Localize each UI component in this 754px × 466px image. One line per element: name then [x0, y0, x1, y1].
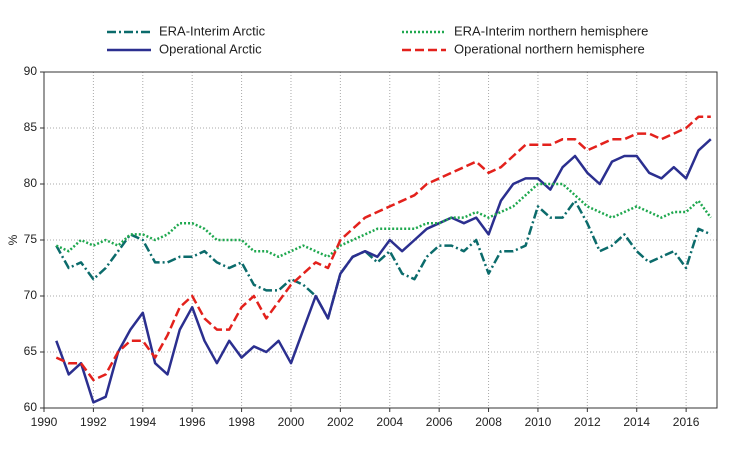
series-line: [55, 138, 712, 404]
y-tick-label: 85: [24, 120, 38, 134]
x-tick-label: 1990: [31, 415, 58, 429]
x-tick-label: 2012: [574, 415, 601, 429]
legend-label: ERA-Interim northern hemisphere: [454, 23, 648, 38]
y-tick-label: 60: [24, 400, 38, 414]
ticks: 60 65 70 75 80 85 90 1990 1992 1994 1996 1998 2000 20…: [24, 64, 700, 429]
grid: [43, 71, 717, 409]
x-tick-label: 2008: [475, 415, 502, 429]
x-tick-label: 2010: [525, 415, 552, 429]
x-tick-label: 1994: [129, 415, 156, 429]
series-line: [55, 182, 712, 259]
legend-label: Operational Arctic: [159, 41, 262, 56]
x-tick-label: 1992: [80, 415, 107, 429]
x-tick-label: 2006: [426, 415, 453, 429]
y-tick-label: 70: [24, 288, 38, 302]
y-tick-label: 90: [24, 64, 38, 78]
legend-label: ERA-Interim Arctic: [159, 23, 266, 38]
y-tick-label: 75: [24, 232, 38, 246]
y-axis-label: %: [6, 234, 20, 245]
x-tick-label: 2014: [623, 415, 650, 429]
legend-label: Operational northern hemisphere: [454, 41, 645, 56]
x-tick-label: 1996: [179, 415, 206, 429]
lines: [55, 115, 712, 404]
series-line: [55, 199, 712, 320]
legend: ERA-Interim Arctic Operational Arctic ERA-…: [107, 23, 648, 56]
x-tick-label: 2000: [278, 415, 305, 429]
y-tick-label: 65: [24, 344, 38, 358]
x-tick-label: 2004: [376, 415, 403, 429]
x-tick-label: 1998: [228, 415, 255, 429]
x-tick-label: 2002: [327, 415, 354, 429]
x-tick-label: 2016: [673, 415, 700, 429]
series-line: [55, 115, 711, 382]
y-tick-label: 80: [24, 176, 38, 190]
